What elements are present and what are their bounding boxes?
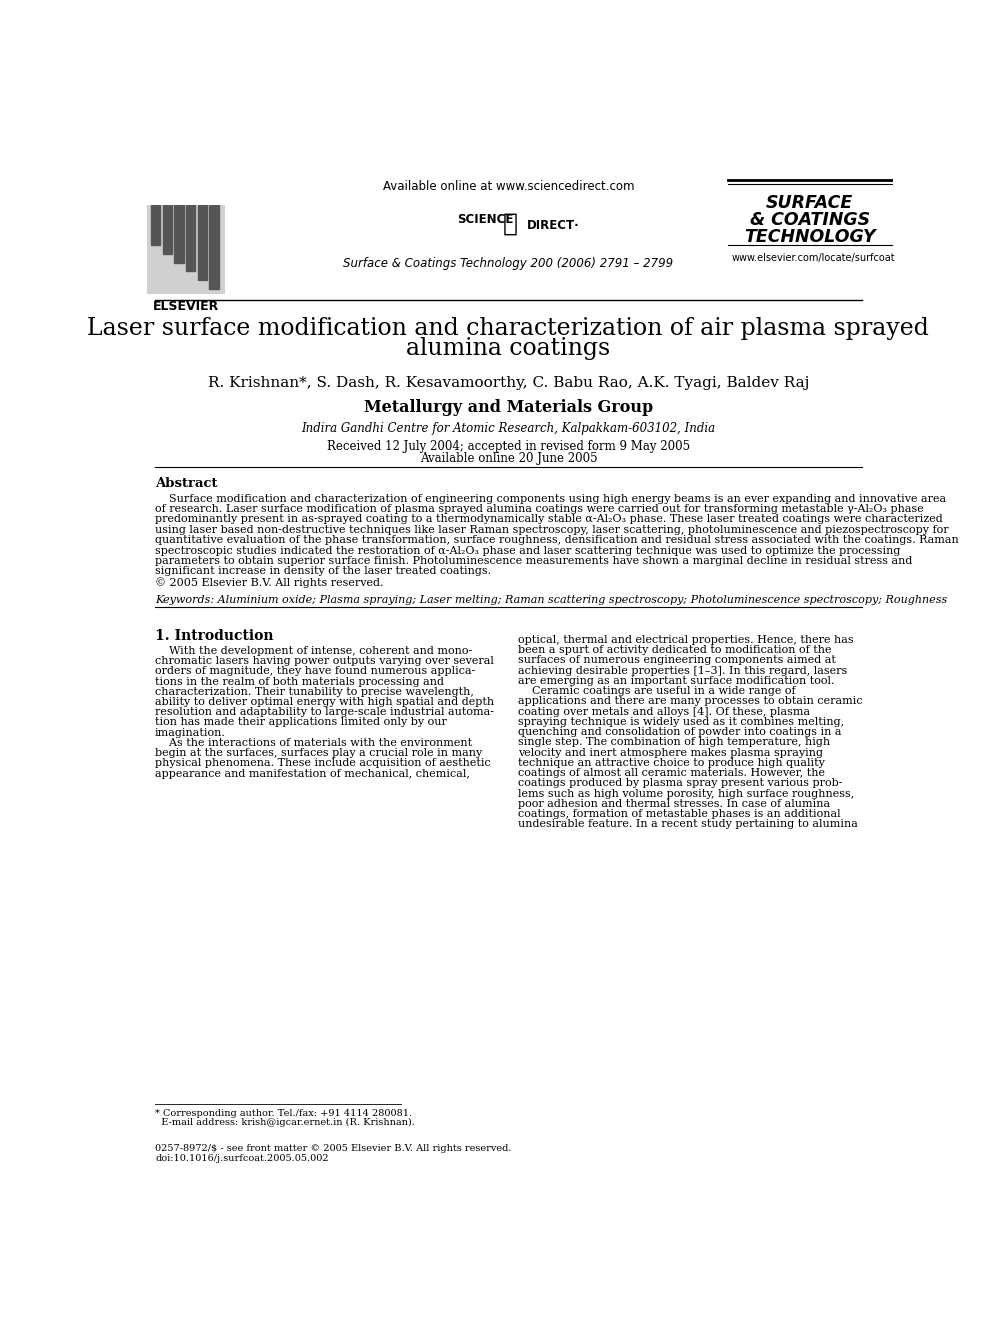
Text: achieving desirable properties [1–3]. In this regard, lasers: achieving desirable properties [1–3]. In… (518, 665, 847, 676)
Text: alumina coatings: alumina coatings (407, 337, 610, 360)
Text: * Corresponding author. Tel./fax: +91 4114 280081.: * Corresponding author. Tel./fax: +91 41… (155, 1109, 412, 1118)
Text: Keywords: Aluminium oxide; Plasma spraying; Laser melting; Raman scattering spec: Keywords: Aluminium oxide; Plasma sprayi… (155, 595, 947, 605)
Text: using laser based non-destructive techniques like laser Raman spectroscopy, lase: using laser based non-destructive techni… (155, 525, 948, 534)
Text: TECHNOLOGY: TECHNOLOGY (744, 228, 876, 246)
Text: resolution and adaptability to large-scale industrial automa-: resolution and adaptability to large-sca… (155, 708, 494, 717)
Text: © 2005 Elsevier B.V. All rights reserved.: © 2005 Elsevier B.V. All rights reserved… (155, 577, 384, 587)
Text: begin at the surfaces, surfaces play a crucial role in many: begin at the surfaces, surfaces play a c… (155, 749, 482, 758)
Text: & COATINGS: & COATINGS (750, 212, 870, 229)
Text: coatings of almost all ceramic materials. However, the: coatings of almost all ceramic materials… (518, 769, 824, 778)
Text: Received 12 July 2004; accepted in revised form 9 May 2005: Received 12 July 2004; accepted in revis… (326, 439, 690, 452)
Text: Surface modification and characterization of engineering components using high e: Surface modification and characterizatio… (155, 493, 946, 504)
Text: Indira Gandhi Centre for Atomic Research, Kalpakkam-603102, India: Indira Gandhi Centre for Atomic Research… (302, 422, 715, 435)
Text: ability to deliver optimal energy with high spatial and depth: ability to deliver optimal energy with h… (155, 697, 494, 706)
Text: www.elsevier.com/locate/surfcoat: www.elsevier.com/locate/surfcoat (732, 253, 896, 263)
Text: tion has made their applications limited only by our: tion has made their applications limited… (155, 717, 446, 728)
Text: coatings, formation of metastable phases is an additional: coatings, formation of metastable phases… (518, 810, 840, 819)
Text: ELSEVIER: ELSEVIER (153, 300, 219, 312)
Text: tions in the realm of both materials processing and: tions in the realm of both materials pro… (155, 676, 444, 687)
Text: ⓐ: ⓐ (503, 212, 518, 235)
Text: DIRECT·: DIRECT· (527, 218, 579, 232)
Text: appearance and manifestation of mechanical, chemical,: appearance and manifestation of mechanic… (155, 769, 470, 779)
Text: SCIENCE: SCIENCE (457, 213, 514, 226)
Text: As the interactions of materials with the environment: As the interactions of materials with th… (155, 738, 472, 747)
Text: Available online 20 June 2005: Available online 20 June 2005 (420, 452, 597, 466)
Text: Laser surface modification and characterization of air plasma sprayed: Laser surface modification and character… (87, 316, 930, 340)
Text: surfaces of numerous engineering components aimed at: surfaces of numerous engineering compone… (518, 655, 835, 665)
Text: been a spurt of activity dedicated to modification of the: been a spurt of activity dedicated to mo… (518, 646, 831, 655)
Text: optical, thermal and electrical properties. Hence, there has: optical, thermal and electrical properti… (518, 635, 853, 646)
Text: of research. Laser surface modification of plasma sprayed alumina coatings were : of research. Laser surface modification … (155, 504, 924, 515)
Text: physical phenomena. These include acquisition of aesthetic: physical phenomena. These include acquis… (155, 758, 491, 769)
Text: Surface & Coatings Technology 200 (2006) 2791 – 2799: Surface & Coatings Technology 200 (2006)… (343, 257, 674, 270)
Text: doi:10.1016/j.surfcoat.2005.05.002: doi:10.1016/j.surfcoat.2005.05.002 (155, 1154, 328, 1163)
Text: E-mail address: krish@igcar.ernet.in (R. Krishnan).: E-mail address: krish@igcar.ernet.in (R.… (155, 1118, 415, 1127)
Text: are emerging as an important surface modification tool.: are emerging as an important surface mod… (518, 676, 834, 685)
Text: coating over metals and alloys [4]. Of these, plasma: coating over metals and alloys [4]. Of t… (518, 706, 809, 717)
Text: With the development of intense, coherent and mono-: With the development of intense, coheren… (155, 646, 472, 656)
Text: predominantly present in as-sprayed coating to a thermodynamically stable α-Al₂O: predominantly present in as-sprayed coat… (155, 515, 942, 524)
Text: poor adhesion and thermal stresses. In case of alumina: poor adhesion and thermal stresses. In c… (518, 799, 830, 808)
Text: applications and there are many processes to obtain ceramic: applications and there are many processe… (518, 696, 862, 706)
Text: spectroscopic studies indicated the restoration of α-Al₂O₃ phase and laser scatt: spectroscopic studies indicated the rest… (155, 545, 901, 556)
Text: undesirable feature. In a recent study pertaining to alumina: undesirable feature. In a recent study p… (518, 819, 857, 830)
Text: Available online at www.sciencedirect.com: Available online at www.sciencedirect.co… (383, 180, 634, 193)
Text: SURFACE: SURFACE (766, 194, 853, 212)
Text: coatings produced by plasma spray present various prob-: coatings produced by plasma spray presen… (518, 778, 842, 789)
Text: 1. Introduction: 1. Introduction (155, 628, 274, 643)
Text: quenching and consolidation of powder into coatings in a: quenching and consolidation of powder in… (518, 728, 841, 737)
Text: spraying technique is widely used as it combines melting,: spraying technique is widely used as it … (518, 717, 844, 726)
Text: chromatic lasers having power outputs varying over several: chromatic lasers having power outputs va… (155, 656, 494, 665)
Text: orders of magnitude, they have found numerous applica-: orders of magnitude, they have found num… (155, 667, 475, 676)
Text: R. Krishnan*, S. Dash, R. Kesavamoorthy, C. Babu Rao, A.K. Tyagi, Baldev Raj: R. Krishnan*, S. Dash, R. Kesavamoorthy,… (207, 376, 809, 390)
Text: technique an attractive choice to produce high quality: technique an attractive choice to produc… (518, 758, 824, 767)
Text: Abstract: Abstract (155, 476, 217, 490)
Text: characterization. Their tunability to precise wavelength,: characterization. Their tunability to pr… (155, 687, 474, 697)
Text: velocity and inert atmosphere makes plasma spraying: velocity and inert atmosphere makes plas… (518, 747, 822, 758)
Text: significant increase in density of the laser treated coatings.: significant increase in density of the l… (155, 566, 491, 577)
Text: imagination.: imagination. (155, 728, 226, 738)
Text: single step. The combination of high temperature, high: single step. The combination of high tem… (518, 737, 830, 747)
Text: Ceramic coatings are useful in a wide range of: Ceramic coatings are useful in a wide ra… (518, 687, 796, 696)
Text: quantitative evaluation of the phase transformation, surface roughness, densific: quantitative evaluation of the phase tra… (155, 536, 958, 545)
Text: Metallurgy and Materials Group: Metallurgy and Materials Group (364, 400, 653, 415)
Text: parameters to obtain superior surface finish. Photoluminescence measurements hav: parameters to obtain superior surface fi… (155, 556, 913, 566)
Text: lems such as high volume porosity, high surface roughness,: lems such as high volume porosity, high … (518, 789, 854, 799)
Text: 0257-8972/$ - see front matter © 2005 Elsevier B.V. All rights reserved.: 0257-8972/$ - see front matter © 2005 El… (155, 1144, 512, 1154)
